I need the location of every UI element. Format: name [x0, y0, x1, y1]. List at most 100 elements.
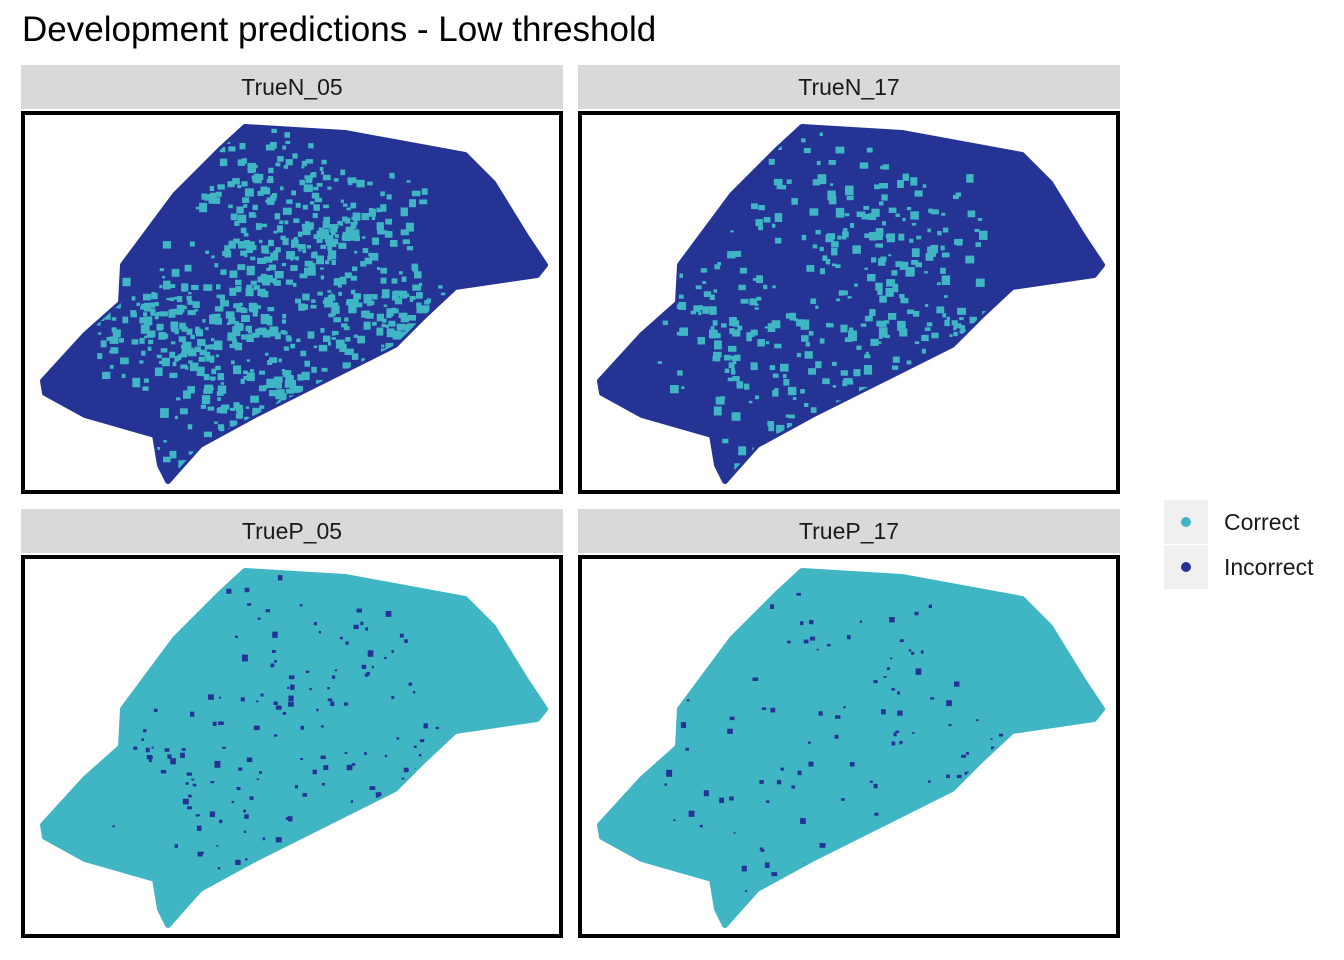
prediction-cell [321, 159, 327, 165]
prediction-cell [295, 785, 298, 789]
prediction-cell [871, 873, 876, 878]
prediction-cell [856, 477, 864, 481]
prediction-cell [299, 604, 303, 607]
prediction-cell [271, 128, 277, 133]
prediction-cell [244, 255, 248, 258]
prediction-cell [299, 179, 306, 186]
prediction-cell [680, 722, 687, 728]
prediction-cell [349, 418, 355, 423]
prediction-cell [892, 286, 899, 293]
prediction-cell [181, 748, 186, 751]
prediction-cell [259, 239, 263, 244]
prediction-cell [412, 264, 419, 272]
prediction-cell [898, 233, 905, 241]
prediction-cell [424, 300, 430, 305]
prediction-cell [670, 385, 679, 394]
prediction-cell [262, 278, 270, 284]
prediction-cell [251, 175, 255, 179]
prediction-cell [396, 737, 400, 740]
prediction-cell [241, 314, 250, 322]
prediction-cell [676, 304, 684, 309]
prediction-cell [757, 339, 765, 347]
prediction-cell [342, 362, 351, 369]
prediction-cell [204, 344, 210, 350]
prediction-cell [787, 423, 793, 429]
prediction-cell [240, 308, 248, 314]
prediction-cell [243, 370, 248, 375]
prediction-cell [331, 305, 340, 314]
prediction-cell [288, 816, 293, 822]
prediction-cell [262, 329, 271, 338]
prediction-cell [703, 291, 712, 297]
prediction-cell [309, 687, 312, 691]
prediction-cell [112, 329, 121, 338]
prediction-cell [206, 453, 212, 459]
prediction-cell [801, 138, 806, 143]
prediction-cell [770, 604, 775, 609]
prediction-cell [234, 444, 240, 448]
facet-strip-label: TrueP_05 [21, 509, 563, 553]
prediction-cell [309, 201, 315, 205]
prediction-cell [899, 328, 908, 337]
prediction-cell [852, 245, 861, 254]
prediction-cell [384, 656, 387, 660]
prediction-cell [353, 415, 363, 422]
prediction-cell [211, 255, 215, 259]
prediction-cell [167, 754, 172, 759]
prediction-cell [207, 406, 215, 411]
prediction-cell [356, 179, 365, 188]
prediction-cell [679, 327, 688, 336]
prediction-cell [345, 881, 351, 886]
prediction-cell [217, 385, 227, 394]
prediction-cell [208, 694, 214, 700]
prediction-cell [760, 849, 765, 852]
prediction-cell [268, 264, 276, 271]
prediction-cell [316, 238, 323, 243]
prediction-cell [229, 463, 233, 468]
prediction-cell [751, 366, 755, 370]
prediction-cell [846, 850, 850, 854]
prediction-cell [713, 406, 722, 416]
prediction-cell [159, 268, 165, 272]
prediction-cell [800, 621, 804, 626]
prediction-cell [886, 444, 896, 451]
prediction-cell [214, 306, 224, 312]
prediction-cell [348, 404, 353, 410]
prediction-cell [267, 434, 276, 441]
prediction-cell [247, 603, 252, 606]
prediction-cell [219, 819, 223, 824]
prediction-cell [979, 781, 986, 786]
prediction-cell [323, 204, 329, 209]
prediction-cell [241, 216, 245, 221]
prediction-cell [317, 416, 324, 423]
prediction-cell [742, 169, 748, 174]
prediction-cell [734, 354, 741, 361]
prediction-cell [825, 259, 831, 265]
prediction-cell [256, 778, 259, 780]
prediction-cell [886, 279, 895, 287]
prediction-cell [143, 729, 147, 733]
prediction-cell [840, 324, 848, 333]
prediction-cell [169, 351, 175, 358]
prediction-cell [145, 747, 150, 753]
prediction-cell [306, 478, 313, 481]
prediction-cell [254, 408, 262, 415]
prediction-cell [729, 796, 734, 801]
prediction-cell [227, 332, 237, 341]
prediction-cell [240, 378, 245, 384]
prediction-cell [311, 172, 317, 178]
prediction-cell [386, 328, 395, 338]
prediction-cell [321, 171, 325, 175]
prediction-cell [873, 453, 881, 461]
prediction-cell [163, 456, 171, 463]
prediction-cell [800, 389, 805, 394]
prediction-cell [346, 898, 352, 902]
prediction-cell [874, 927, 877, 930]
prediction-cell [202, 851, 205, 854]
prediction-cell [455, 296, 460, 302]
prediction-cell [80, 321, 87, 325]
prediction-cell [785, 414, 790, 418]
prediction-cell [168, 309, 176, 318]
prediction-cell [838, 861, 844, 866]
prediction-cell [930, 244, 938, 254]
